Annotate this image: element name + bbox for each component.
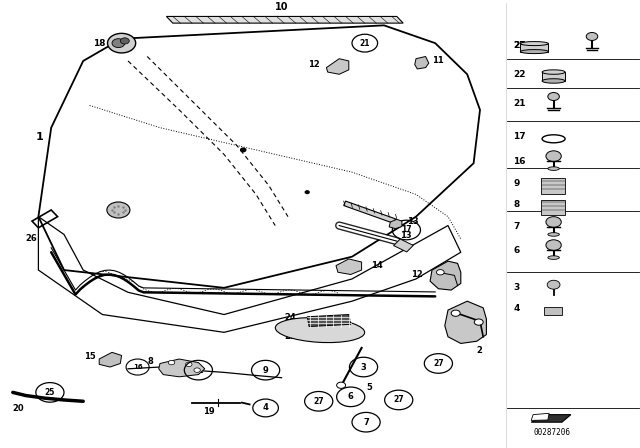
Polygon shape <box>531 415 571 422</box>
Circle shape <box>547 280 560 289</box>
Text: 12: 12 <box>308 60 320 69</box>
Ellipse shape <box>548 256 559 259</box>
Polygon shape <box>307 314 351 327</box>
Polygon shape <box>531 414 549 420</box>
Circle shape <box>546 240 561 250</box>
Text: 21: 21 <box>513 99 526 108</box>
Polygon shape <box>430 261 461 290</box>
Text: 00287206: 00287206 <box>533 428 570 437</box>
Text: 27: 27 <box>433 359 444 368</box>
Text: 17: 17 <box>513 132 526 141</box>
Ellipse shape <box>542 70 565 74</box>
Ellipse shape <box>275 318 365 343</box>
Polygon shape <box>166 17 403 23</box>
Circle shape <box>107 202 130 218</box>
Text: 4: 4 <box>262 404 269 413</box>
Text: 16: 16 <box>132 364 143 370</box>
Text: 5: 5 <box>366 383 372 392</box>
Circle shape <box>168 360 175 365</box>
Text: 13: 13 <box>407 217 419 227</box>
Text: 27: 27 <box>314 397 324 406</box>
Text: 2: 2 <box>477 346 483 355</box>
Text: 25: 25 <box>513 41 526 50</box>
Text: 17: 17 <box>401 225 412 234</box>
Polygon shape <box>336 259 362 275</box>
Text: 13: 13 <box>400 231 412 240</box>
Text: 3: 3 <box>513 283 520 293</box>
Circle shape <box>548 93 559 100</box>
Text: 10: 10 <box>275 2 289 12</box>
Bar <box>394 239 413 252</box>
Polygon shape <box>99 352 122 367</box>
Ellipse shape <box>520 50 548 54</box>
Ellipse shape <box>520 42 548 46</box>
Circle shape <box>120 38 129 44</box>
Circle shape <box>586 32 598 40</box>
Bar <box>542 72 565 81</box>
Bar <box>520 43 548 52</box>
Ellipse shape <box>542 79 565 83</box>
Bar <box>541 178 565 194</box>
Ellipse shape <box>548 167 559 170</box>
Polygon shape <box>344 201 396 223</box>
Text: 19: 19 <box>203 407 214 416</box>
Text: 21: 21 <box>360 39 370 47</box>
Circle shape <box>108 33 136 53</box>
Text: 25: 25 <box>45 388 55 397</box>
Circle shape <box>436 270 444 275</box>
Text: 15: 15 <box>84 352 96 361</box>
Circle shape <box>546 151 561 161</box>
Polygon shape <box>159 359 205 377</box>
Text: 22: 22 <box>513 70 526 79</box>
Text: 7: 7 <box>364 418 369 426</box>
Bar <box>544 307 562 315</box>
Text: 4: 4 <box>513 304 520 313</box>
Text: 16: 16 <box>513 156 526 166</box>
Circle shape <box>112 39 125 47</box>
Text: 6: 6 <box>513 246 520 254</box>
Text: 27: 27 <box>513 41 526 50</box>
Circle shape <box>186 362 192 366</box>
Circle shape <box>241 148 246 152</box>
Polygon shape <box>415 56 429 69</box>
Text: 8: 8 <box>513 200 520 209</box>
Circle shape <box>474 319 483 325</box>
Polygon shape <box>326 59 349 74</box>
Circle shape <box>305 191 309 194</box>
Text: 12: 12 <box>412 270 423 279</box>
Text: 18: 18 <box>93 39 106 47</box>
Text: 20: 20 <box>13 404 24 413</box>
Ellipse shape <box>548 233 559 236</box>
Circle shape <box>546 217 561 227</box>
Text: 26: 26 <box>26 234 37 243</box>
Polygon shape <box>389 220 402 228</box>
Text: 9: 9 <box>263 366 268 375</box>
Text: 22: 22 <box>193 366 204 375</box>
Text: 23: 23 <box>284 332 296 341</box>
Circle shape <box>451 310 460 316</box>
Text: 8: 8 <box>148 357 154 366</box>
Text: 14: 14 <box>371 261 383 270</box>
Text: 6: 6 <box>348 392 354 401</box>
Bar <box>541 200 565 215</box>
Text: 3: 3 <box>361 362 366 371</box>
Text: 9: 9 <box>513 179 520 188</box>
Text: 11: 11 <box>432 56 444 65</box>
Circle shape <box>194 368 200 372</box>
Text: 7: 7 <box>513 222 520 231</box>
Text: 27: 27 <box>394 396 404 405</box>
Polygon shape <box>445 301 486 344</box>
Circle shape <box>337 382 346 388</box>
Text: 24: 24 <box>284 313 296 322</box>
Text: 1: 1 <box>35 132 43 142</box>
